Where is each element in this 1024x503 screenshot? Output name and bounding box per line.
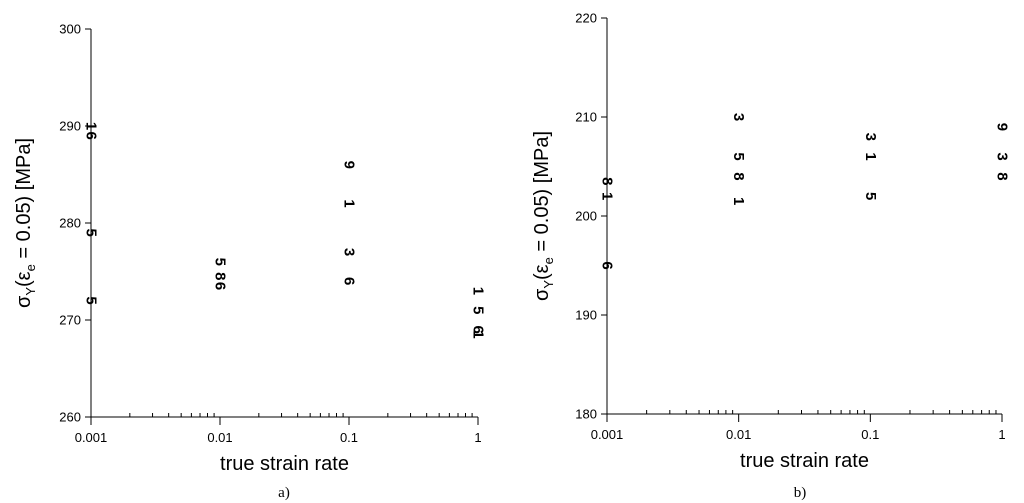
panel-a-data-point: 3 xyxy=(341,248,358,256)
panel-b-y-axis-title-part: ε xyxy=(531,264,553,273)
panel-b-x-tick-label: 0.001 xyxy=(591,427,624,442)
panel-a-y-tick-label: 280 xyxy=(59,216,81,231)
panel-b-data-point: 5 xyxy=(862,192,879,200)
panel-a-y-axis-title-part: ( xyxy=(13,280,35,287)
panel-a-x-tick-label: 0.01 xyxy=(207,430,232,445)
panel-b-y-tick-label: 180 xyxy=(575,407,597,422)
panel-b-chart: 180 190 200 210 220 0.001 0.01 0.1 1 true strain … xyxy=(531,11,1011,473)
panel-b-data-point: 9 xyxy=(994,123,1011,131)
panel-a-y-axis-title-part: σ xyxy=(13,295,35,308)
panel-a-data-point: 5 xyxy=(470,306,487,314)
panel-b-data-point: 1 xyxy=(599,192,616,200)
panel-b-data-point: 5 xyxy=(730,152,747,160)
panel-b-caption: b) xyxy=(794,485,807,501)
panel-b-x-tick-label: 0.01 xyxy=(726,427,751,442)
panel-a-y-tick-label: 270 xyxy=(59,313,81,328)
panel-a-y-axis-title-part: ε xyxy=(13,271,35,280)
panel-a-data-point: 5 xyxy=(83,229,100,237)
panel-b-data-point: 3 xyxy=(730,113,747,121)
panel-a-data-point: 6 xyxy=(341,277,358,285)
panel-b-data-point: 8 xyxy=(994,172,1011,180)
panel-b-y-axis-title-part: Y xyxy=(541,280,556,289)
panel-a-data-point: 6 xyxy=(83,132,100,140)
panel-b-y-tick-label: 210 xyxy=(575,110,597,125)
panel-b-x-axis-title: true strain rate xyxy=(740,450,869,472)
panel-a-y-tick-label: 300 xyxy=(59,22,81,37)
panel-b-y-tick-label: 220 xyxy=(575,11,597,26)
panel-a-x-tick-label: 1 xyxy=(474,430,481,445)
panel-a-y-tick-label: 290 xyxy=(59,119,81,134)
panel-a-data-point: 9 xyxy=(341,161,358,169)
panel-b-data-point: 3 xyxy=(862,133,879,141)
panel-a-data-point: 6 xyxy=(212,282,229,290)
panel-a-data-point: 5 xyxy=(212,258,229,266)
panel-b-data-point: 1 xyxy=(862,152,879,160)
panel-b-data-point: 8 xyxy=(730,172,747,180)
panel-b-data-point: 6 xyxy=(599,261,616,269)
panel-b-y-tick-label: 190 xyxy=(575,308,597,323)
panel-b-data-point: 3 xyxy=(994,152,1011,160)
panel-a-x-axis-title: true strain rate xyxy=(220,453,349,475)
panel-a-y-axis-title: σY(εe = 0.05) [MPa] xyxy=(13,138,38,308)
panel-a-y-axis-title-part: Y xyxy=(23,287,38,296)
panel-b-y-axis-title-part: σ xyxy=(531,288,553,301)
panel-a-y-axis-title-part: = 0.05) [MPa] xyxy=(13,138,35,264)
panel-a-data-point: 6 xyxy=(470,326,487,334)
panel-a-chart: 260 270 280 290 300 0.001 0.01 0.1 1 true strain … xyxy=(13,22,487,476)
panel-b-y-axis-title: σY(εe = 0.05) [MPa] xyxy=(531,131,556,301)
panel-b-data-point: 1 xyxy=(730,197,747,205)
panel-b-y-axis-title-part: e xyxy=(541,257,556,264)
panel-a-caption: a) xyxy=(278,485,290,501)
panel-a-data-point: 8 xyxy=(212,272,229,280)
panel-a-data-point: 1 xyxy=(470,287,487,295)
panel-a-data-point: 5 xyxy=(83,296,100,304)
panel-a-x-tick-label: 0.001 xyxy=(75,430,108,445)
panel-b-data-point: 8 xyxy=(599,177,616,185)
panel-b-y-axis-title-part: = 0.05) [MPa] xyxy=(531,131,553,257)
panel-a-y-axis-title-part: e xyxy=(23,264,38,271)
panel-b-y-axis-title-part: ( xyxy=(531,273,553,280)
panel-b-x-tick-label: 0.1 xyxy=(861,427,879,442)
panel-a-y-tick-label: 260 xyxy=(59,410,81,425)
panel-a-data-point: 1 xyxy=(470,330,487,338)
panel-a-data-point: 1 xyxy=(341,199,358,207)
panel-a-x-tick-label: 0.1 xyxy=(340,430,358,445)
panel-b-x-tick-label: 1 xyxy=(998,427,1005,442)
panel-a-data-point: 1 xyxy=(83,122,100,130)
panel-b-y-tick-label: 200 xyxy=(575,209,597,224)
